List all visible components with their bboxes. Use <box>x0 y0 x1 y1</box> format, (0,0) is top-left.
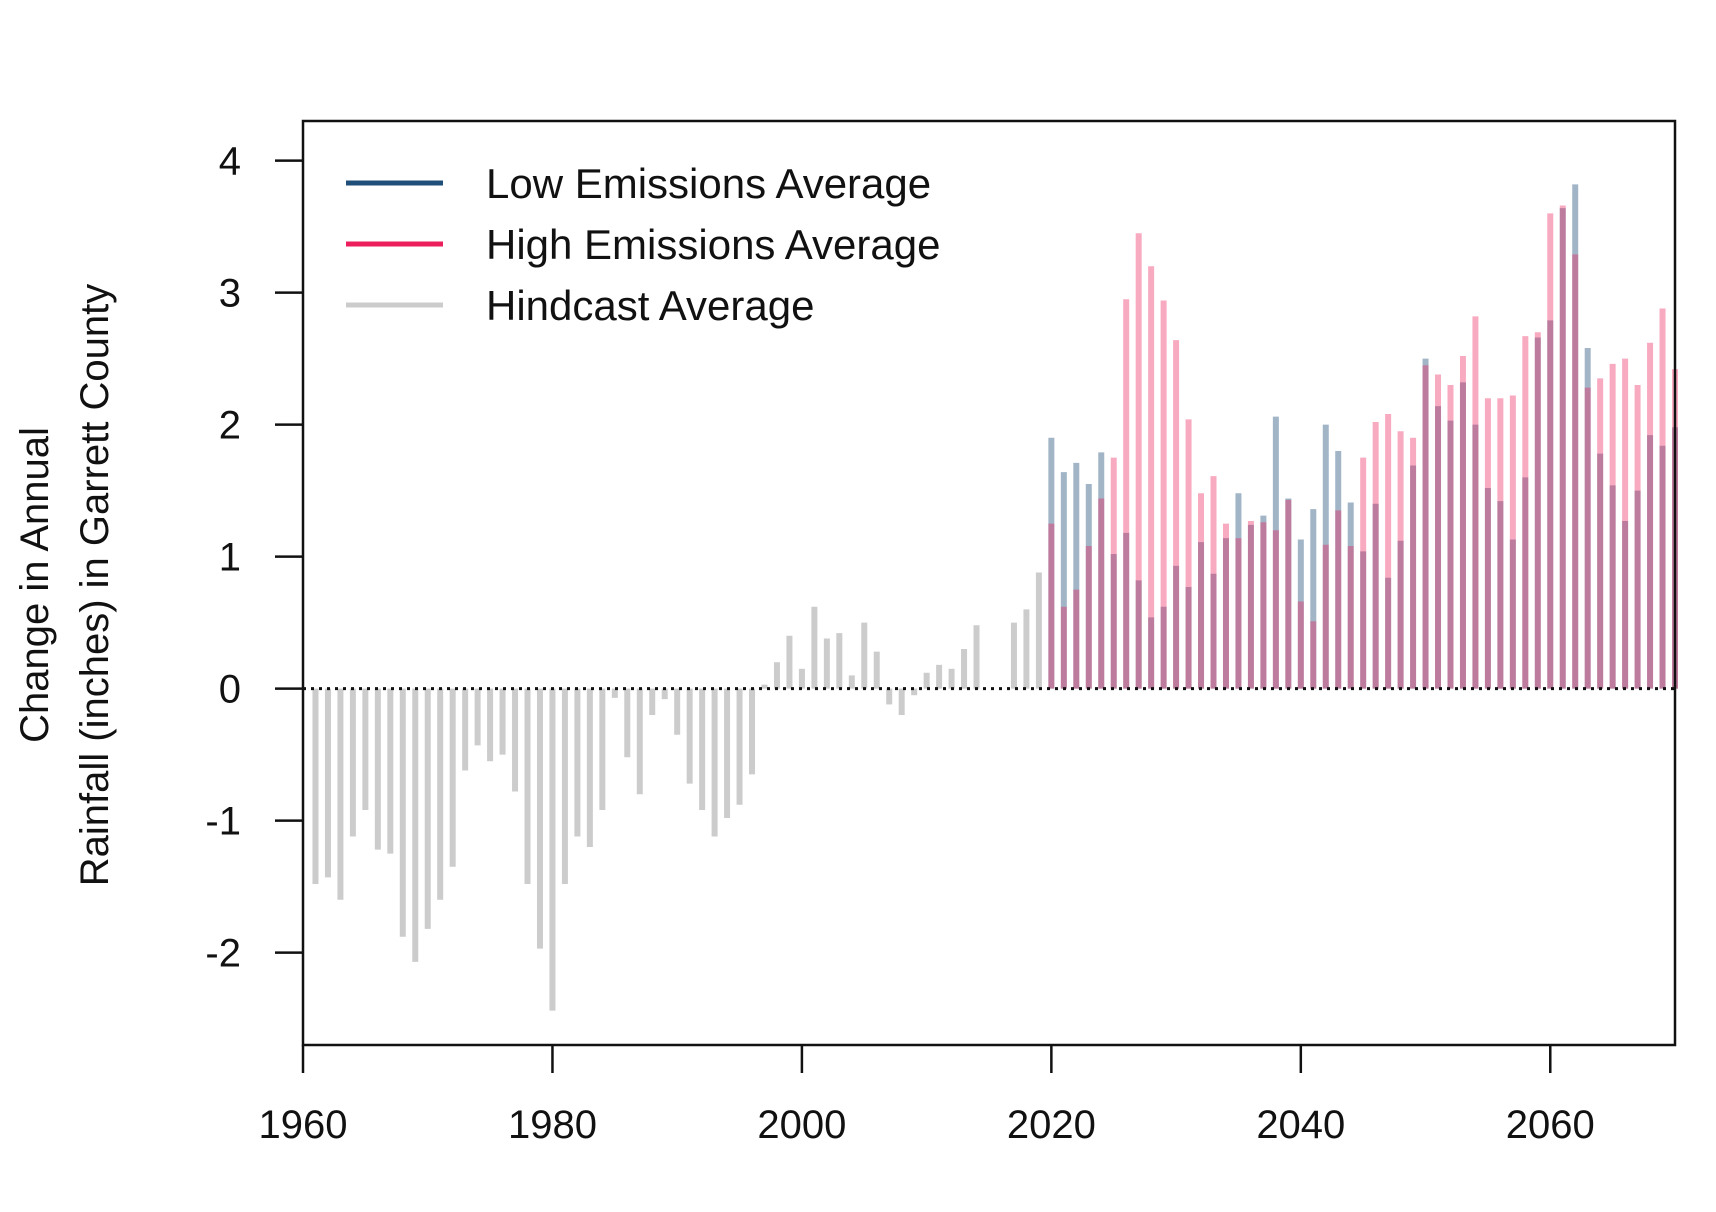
legend-label-hindcast: Hindcast Average <box>486 282 814 329</box>
y-tick-label: 0 <box>219 668 241 712</box>
y-tick-label: 4 <box>219 140 241 184</box>
y-tick-label: 3 <box>219 272 241 316</box>
y-tick-label: -1 <box>205 800 241 844</box>
y-tick-label: -2 <box>205 932 241 976</box>
legend-label-low: Low Emissions Average <box>486 160 931 207</box>
y-tick-label: 2 <box>219 404 241 448</box>
y-tick-label: 1 <box>219 536 241 580</box>
plot-frame <box>301 119 1677 1047</box>
y-axis-title-line-2: Rainfall (inches) in Garrett County <box>73 284 117 886</box>
y-axis-title-line-1: Change in Annual <box>13 427 57 743</box>
x-tick-label: 2000 <box>757 1103 846 1147</box>
y-axis-title: Change in Annual Rainfall (inches) in Ga… <box>13 284 117 886</box>
legend-label-high: High Emissions Average <box>486 221 940 268</box>
x-tick-label: 1960 <box>259 1103 348 1147</box>
x-tick-label: 1980 <box>508 1103 597 1147</box>
y-axis: -2 -1 0 1 2 3 4 <box>205 140 303 976</box>
x-tick-label: 2040 <box>1256 1103 1345 1147</box>
x-tick-label: 2060 <box>1506 1103 1595 1147</box>
x-tick-label: 2020 <box>1007 1103 1096 1147</box>
legend: Low Emissions Average High Emissions Ave… <box>346 160 940 329</box>
bars-layer <box>312 184 1678 1011</box>
x-axis: 1960 1980 2000 2020 2040 2060 <box>259 1045 1595 1147</box>
